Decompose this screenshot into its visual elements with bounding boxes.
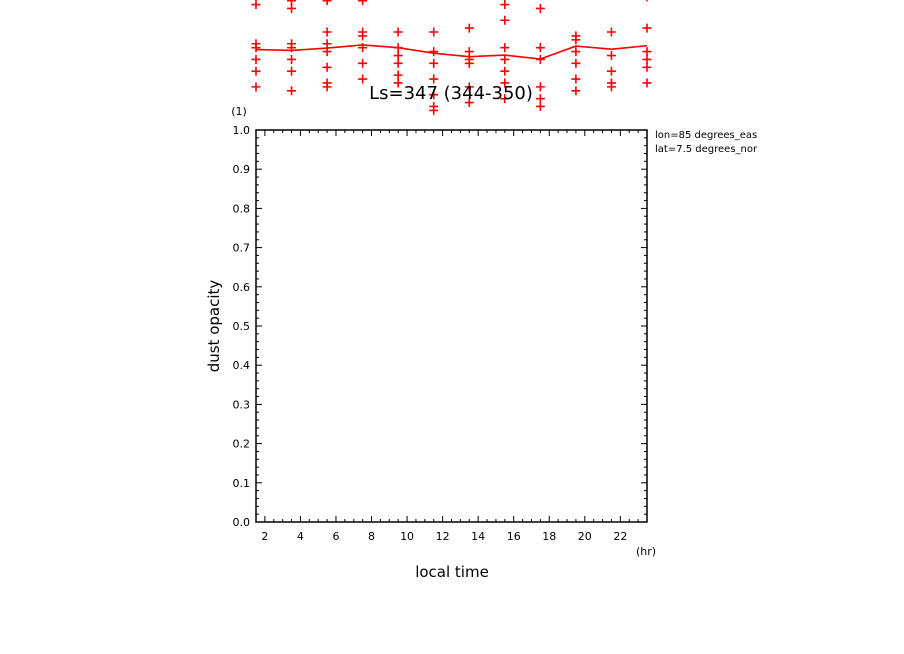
x-tick-label: 4 <box>297 530 304 543</box>
scatter-marker <box>535 3 545 13</box>
scatter-marker <box>287 3 297 13</box>
x-tick-label: 20 <box>578 530 592 543</box>
y-tick-label: 0.2 <box>233 438 251 451</box>
scatter-marker <box>606 66 616 76</box>
x-tick-label: 2 <box>261 530 268 543</box>
scatter-marker <box>571 58 581 68</box>
x-tick-labels: 2 4 6 8 10 12 14 16 18 20 22 <box>261 530 627 543</box>
scatter-marker <box>646 0 648 2</box>
scatter-marker <box>393 51 403 61</box>
x-tick-label: 10 <box>400 530 414 543</box>
scatter-marker <box>500 94 510 104</box>
y-tick-label: 0.1 <box>233 477 251 490</box>
scatter-marker <box>322 39 332 49</box>
y-axis-label: dust opacity <box>205 280 223 373</box>
plot-frame <box>255 129 648 523</box>
scatter-marker <box>642 47 652 57</box>
scatter-marker <box>535 43 545 53</box>
scatter-marker <box>358 74 368 84</box>
y-tick-label: 0.7 <box>233 242 251 255</box>
scatter-marker <box>393 78 403 88</box>
scatter-marker <box>464 23 474 33</box>
x-tick-label: 18 <box>542 530 556 543</box>
x-tick-label: 6 <box>332 530 339 543</box>
scatter-marker <box>571 74 581 84</box>
scatter-marker <box>571 47 581 57</box>
scatter-marker <box>535 94 545 104</box>
scatter-marker <box>251 54 261 64</box>
scatter-marker <box>642 54 652 64</box>
x-tick-label: 16 <box>507 530 521 543</box>
y-unit-label: (1) <box>231 105 247 118</box>
data-layer <box>251 0 652 115</box>
chart-title: Ls=347 (344-350) <box>369 83 533 104</box>
scatter-marker <box>500 43 510 53</box>
scatter-marker <box>393 58 403 68</box>
y-tick-label: 1.0 <box>233 124 251 137</box>
scatter-marker <box>429 105 439 115</box>
y-tick-label: 0.8 <box>233 202 251 215</box>
y-tick-label: 0.9 <box>233 163 251 176</box>
scatter-marker <box>500 0 510 10</box>
scatter-marker <box>251 82 261 92</box>
scatter-marker <box>429 47 439 57</box>
mean-line <box>255 44 648 60</box>
y-tick-label: 0.6 <box>233 281 251 294</box>
scatter-marker <box>571 35 581 45</box>
scatter-marker <box>500 15 510 25</box>
scatter-marker <box>606 27 616 37</box>
scatter-marker <box>500 78 510 88</box>
scatter-marker <box>642 62 652 72</box>
scatter-marker <box>322 62 332 72</box>
scatter-marker <box>535 101 545 111</box>
scatter-marker <box>251 43 261 53</box>
scatter-marker <box>606 82 616 92</box>
scatter-marker <box>429 27 439 37</box>
scatter-marker <box>287 86 297 96</box>
y-tick-label: 0.4 <box>233 359 251 372</box>
scatter-marker <box>358 0 368 6</box>
scatter-marker <box>322 82 332 92</box>
scatter-marker <box>251 66 261 76</box>
scatter-marker <box>429 74 439 84</box>
scatter-marker <box>287 54 297 64</box>
scatter-marker <box>464 82 474 92</box>
scatter-marker <box>358 58 368 68</box>
y-tick-labels: 0.0 0.1 0.2 0.3 0.4 0.5 0.6 0.7 0.8 0.9 1.0 <box>233 124 251 529</box>
axis-ticks <box>256 129 647 523</box>
scatter-marker <box>642 23 652 33</box>
scatter-marker <box>358 31 368 41</box>
scatter-marker <box>393 27 403 37</box>
scatter-marker <box>464 98 474 108</box>
scatter-marker <box>606 51 616 61</box>
scatter-marker <box>429 90 439 100</box>
annotation-lat: lat=7.5 degrees_nor <box>655 144 758 155</box>
scatter-marker <box>429 58 439 68</box>
x-axis-label: local time <box>415 563 489 581</box>
scatter-marker <box>642 78 652 88</box>
annotation-lon: lon=85 degrees_eas <box>655 130 757 141</box>
scatter-marker <box>464 58 474 68</box>
scatter-marker <box>500 66 510 76</box>
x-unit-label: (hr) <box>636 545 656 558</box>
scatter-marker <box>500 54 510 64</box>
scatter-marker <box>287 0 297 6</box>
scatter-marker <box>287 66 297 76</box>
x-tick-label: 14 <box>471 530 485 543</box>
scatter-marker <box>322 27 332 37</box>
y-tick-label: 0.5 <box>233 320 251 333</box>
scatter-marker <box>464 47 474 57</box>
scatter-marker <box>535 82 545 92</box>
x-tick-label: 22 <box>613 530 627 543</box>
y-tick-label: 0.0 <box>233 516 251 529</box>
x-tick-label: 12 <box>436 530 450 543</box>
scatter-marker <box>571 86 581 96</box>
y-tick-label: 0.3 <box>233 398 251 411</box>
x-tick-label: 8 <box>368 530 375 543</box>
scatter-marker <box>322 0 332 6</box>
scatter-marker <box>393 70 403 80</box>
scatter-marker <box>251 0 261 10</box>
